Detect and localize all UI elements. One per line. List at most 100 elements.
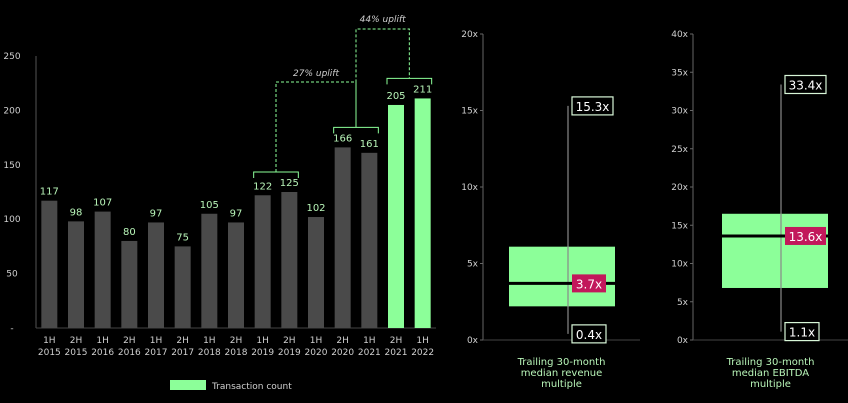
uplift-annotation: 44% uplift [360,15,406,25]
x-tick-label-period: 2H [230,336,243,346]
x-tick-label-period: 2H [336,336,349,346]
x-tick-label-year: 2017 [171,348,194,358]
x-tick-label-period: 1H [203,336,216,346]
bar-value-label: 107 [93,198,112,209]
x-tick-label-period: 2H [70,336,83,346]
max-label-box [571,96,614,116]
bar [201,213,218,328]
x-tick-label-period: 2H [283,336,296,346]
bar [148,222,164,328]
bar-value-label: 98 [70,207,83,218]
x-tick-label-year: 2021 [358,348,381,358]
y-tick-label: 10x [671,260,688,270]
y-tick-label: 50 [6,270,18,280]
max-label: 33.4x [789,78,823,92]
y-tick-label: 0x [677,336,689,346]
y-tick-label: 20x [461,30,478,40]
bar [361,152,378,328]
x-tick-label-year: 2016 [118,348,141,358]
bar-value-label: 97 [230,208,243,219]
y-tick-label: 30x [671,107,688,117]
caption-line: Trailing 30-month [726,357,815,368]
x-tick-label-period: 2H [390,336,403,346]
caption-line: multiple [541,379,582,390]
caption-line: multiple [750,379,791,390]
bar-value-label: 102 [306,203,325,214]
y-tick-label: 15x [461,107,478,117]
x-tick-label-year: 2022 [411,348,434,358]
bar-value-label: 80 [123,227,136,238]
x-tick-label-period: 1H [43,336,56,346]
x-tick-label-period: 2H [176,336,189,346]
y-tick-label: - [10,324,13,334]
min-label-box [784,321,820,342]
bar-value-label: 75 [176,232,189,243]
y-tick-label: 5x [467,260,479,270]
legend-swatch [170,380,206,390]
median-label: 13.6x [789,230,823,244]
x-tick-label-period: 1H [363,336,376,346]
y-tick-label: 5x [677,298,689,308]
x-tick-label-year: 2017 [145,348,168,358]
median-label-box [785,226,826,245]
x-tick-label-period: 1H [416,336,429,346]
y-tick-label: 0x [467,336,479,346]
bar [254,195,271,328]
min-label: 0.4x [576,328,602,342]
bar-value-label: 161 [360,139,379,150]
y-tick-label: 15x [671,221,688,231]
ebitda-multiple-box-plot: 0x 5x 10x 15x 20x 25x 30x 35x 40x 33.4x 13.6x 1.1x T… [671,30,848,390]
bar [228,222,244,328]
median-label-box [572,274,606,293]
x-tick-label-year: 2019 [251,348,274,358]
x-tick-label-year: 2021 [385,348,408,358]
y-tick-label: 150 [3,161,20,171]
interquartile-box [722,213,828,288]
x-tick-label-period: 1H [150,336,163,346]
x-tick-label-year: 2016 [91,348,114,358]
x-tick-label-period: 2H [123,336,136,346]
y-tick-label: 10x [461,183,478,193]
x-tick-label-year: 2015 [38,348,61,358]
x-tick-label-year: 2018 [198,348,221,358]
legend-label: Transaction count [211,382,292,392]
bar-value-label: 211 [413,84,432,95]
bar [308,217,324,328]
bar [281,192,298,328]
x-tick-label-year: 2020 [305,348,328,358]
bar [68,221,84,328]
y-tick-label: 40x [671,30,688,40]
x-tick-label-year: 2018 [225,348,248,358]
bar [334,147,351,328]
x-tick-label-year: 2020 [331,348,354,358]
bar-value-label: 166 [333,133,352,144]
y-tick-label: 100 [3,215,20,225]
min-label: 1.1x [789,326,815,340]
x-tick-label-period: 1H [310,336,323,346]
bar [121,240,138,328]
bar-value-label: 125 [280,178,299,189]
transaction-count-bar-chart: - 50 100 150 200 250 117 1H 2015 98 2H 2015 107 1H 201… [3,15,436,392]
caption-line: median EBITDA [732,368,809,379]
y-tick-label: 20x [671,183,688,193]
uplift-connector-44 [355,28,410,128]
bar [388,104,404,329]
max-label-box [784,74,827,95]
uplift-annotation: 27% uplift [293,69,339,79]
bar-value-label: 105 [200,200,219,211]
bar-value-label: 205 [386,91,405,102]
median-label: 3.7x [576,277,602,291]
caption-line: Trailing 30-month [517,357,606,368]
max-label: 15.3x [576,100,610,114]
bar-value-label: 122 [253,181,272,192]
x-tick-label-year: 2019 [278,348,301,358]
x-tick-label-period: 1H [96,336,109,346]
bar [94,211,111,328]
bar-value-label: 97 [150,208,163,219]
y-tick-label: 250 [3,52,20,62]
x-tick-label-period: 1H [256,336,269,346]
caption-line: median revenue [521,368,603,379]
revenue-multiple-box-plot: 0x 5x 10x 15x 20x 15.3x 3.7x 0.4x Trailing 30-mo… [461,30,640,390]
bar-value-label: 117 [40,187,59,198]
